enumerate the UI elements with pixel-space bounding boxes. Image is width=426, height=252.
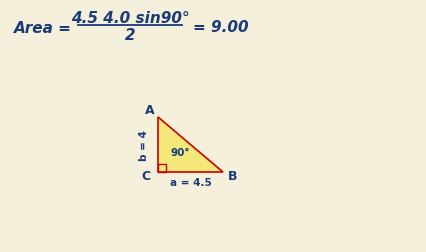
Text: A: A (145, 104, 155, 117)
Text: 4.5 4.0 sin90°: 4.5 4.0 sin90° (71, 11, 189, 25)
Text: C: C (141, 169, 150, 182)
Text: Area =: Area = (14, 20, 72, 35)
Text: = 9.00: = 9.00 (193, 19, 248, 34)
Bar (158, 165, 165, 172)
Text: 90°: 90° (170, 147, 189, 158)
Polygon shape (158, 117, 222, 172)
Text: B: B (228, 169, 237, 182)
Text: b = 4: b = 4 (139, 130, 149, 160)
Text: 2: 2 (124, 27, 135, 42)
Text: a = 4.5: a = 4.5 (169, 177, 211, 187)
